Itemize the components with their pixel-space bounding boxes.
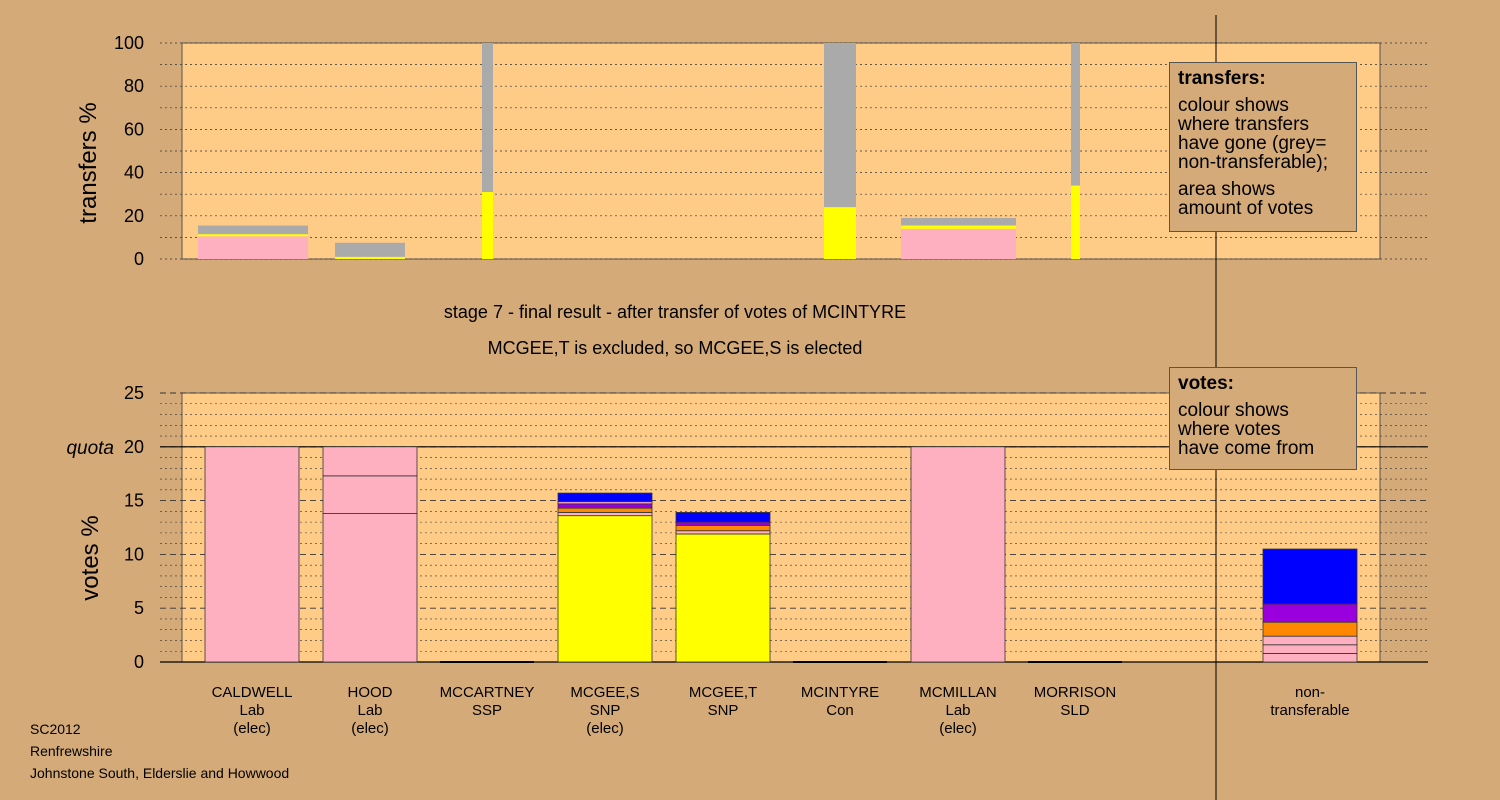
vote-bar-segment bbox=[675, 512, 771, 523]
vote-bar-segment bbox=[1262, 603, 1358, 623]
transfer-bar-segment bbox=[1071, 43, 1080, 186]
vote-bar-segment bbox=[322, 513, 418, 663]
footer-election: SC2012 bbox=[30, 721, 81, 737]
transfer-bar-segment bbox=[198, 225, 308, 235]
candidate-party: SNP bbox=[708, 702, 739, 719]
transfers-y-label: transfers % bbox=[75, 102, 102, 223]
transfer-bar-segment bbox=[198, 234, 308, 237]
vote-bar-segment bbox=[322, 446, 418, 477]
votes-y-tick: 20 bbox=[124, 437, 144, 457]
candidate-name: MCCARTNEY bbox=[440, 684, 535, 701]
candidate-party: SSP bbox=[472, 702, 502, 719]
transfer-bar-segment bbox=[482, 192, 493, 259]
vote-bar-segment bbox=[1262, 621, 1358, 637]
candidate-name: MCGEE,S bbox=[570, 684, 639, 701]
candidate-party: transferable bbox=[1270, 702, 1349, 719]
transfer-bar-segment bbox=[901, 228, 1016, 259]
votes-y-tick: 5 bbox=[134, 598, 144, 618]
vote-bar-segment bbox=[557, 515, 653, 663]
stage-title: stage 7 - final result - after transfer … bbox=[444, 302, 906, 322]
vote-bar-segment bbox=[557, 492, 653, 503]
vote-bar-segment bbox=[675, 530, 771, 535]
candidate-party: SNP bbox=[590, 702, 621, 719]
candidate-name: MCMILLAN bbox=[919, 684, 997, 701]
legend-transfers-text2: area shows amount of votes bbox=[1178, 179, 1314, 219]
transfers-y-tick: 20 bbox=[124, 206, 144, 226]
transfer-bar-segment bbox=[482, 43, 493, 193]
votes-y-tick: 10 bbox=[124, 544, 144, 564]
candidate-status: (elec) bbox=[586, 720, 624, 737]
vote-bar-segment bbox=[1262, 652, 1358, 663]
candidate-status: (elec) bbox=[351, 720, 389, 737]
candidate-name: MCINTYRE bbox=[801, 684, 879, 701]
transfer-bar-segment bbox=[335, 242, 405, 257]
vote-bar-segment bbox=[675, 524, 771, 532]
candidate-party: Con bbox=[826, 702, 854, 719]
transfers-y-tick: 0 bbox=[134, 249, 144, 269]
footer-council: Renfrewshire bbox=[30, 743, 113, 759]
transfer-bar-segment bbox=[824, 43, 856, 208]
transfer-bar-segment bbox=[1071, 185, 1080, 259]
legend-transfers-text1: colour shows where transfers have gone (… bbox=[1178, 95, 1328, 173]
candidate-name: MORRISON bbox=[1034, 684, 1117, 701]
candidate-name: HOOD bbox=[348, 684, 393, 701]
vote-bar-segment bbox=[322, 475, 418, 514]
quota-label: quota bbox=[66, 438, 114, 459]
stage-subtitle: MCGEE,T is excluded, so MCGEE,S is elect… bbox=[488, 338, 863, 358]
legend-votes: votes: colour shows where votes have com… bbox=[1169, 367, 1357, 470]
footer-ward: Johnstone South, Elderslie and Howwood bbox=[30, 765, 290, 781]
candidate-name: CALDWELL bbox=[212, 684, 293, 701]
candidate-name: MCGEE,T bbox=[689, 684, 757, 701]
vote-bar-segment bbox=[557, 503, 653, 509]
transfer-bar-segment bbox=[335, 256, 405, 259]
vote-bar-segment bbox=[557, 512, 653, 517]
transfer-bar-segment bbox=[198, 236, 308, 259]
votes-y-label: votes % bbox=[77, 515, 104, 600]
transfers-y-tick: 40 bbox=[124, 163, 144, 183]
vote-bar-segment bbox=[1262, 548, 1358, 605]
vote-bar-segment bbox=[1262, 635, 1358, 646]
legend-votes-text1: colour shows where votes have come from bbox=[1178, 400, 1315, 459]
candidate-status: (elec) bbox=[233, 720, 271, 737]
vote-bar-segment bbox=[557, 507, 653, 513]
candidate-party: Lab bbox=[239, 702, 264, 719]
candidate-party: Lab bbox=[945, 702, 970, 719]
votes-y-tick: 0 bbox=[134, 652, 144, 672]
candidate-party: SLD bbox=[1060, 702, 1089, 719]
transfers-y-tick: 100 bbox=[114, 33, 144, 53]
vote-bar-segment bbox=[204, 446, 300, 663]
vote-bar-segment bbox=[675, 533, 771, 663]
legend-transfers-title: transfers: bbox=[1178, 68, 1266, 89]
vote-bar-segment bbox=[1262, 644, 1358, 654]
transfer-bar-segment bbox=[824, 207, 856, 259]
candidate-party: Lab bbox=[357, 702, 382, 719]
votes-y-tick: 15 bbox=[124, 491, 144, 511]
transfers-y-tick: 60 bbox=[124, 119, 144, 139]
votes-y-tick: 25 bbox=[124, 383, 144, 403]
vote-bar-segment bbox=[910, 446, 1006, 663]
transfers-y-tick: 80 bbox=[124, 76, 144, 96]
legend-transfers: transfers: colour shows where transfers … bbox=[1169, 62, 1357, 232]
transfer-bar-segment bbox=[901, 217, 1016, 226]
candidate-name: non- bbox=[1295, 684, 1325, 701]
transfer-bar-segment bbox=[901, 225, 1016, 229]
vote-bar-segment bbox=[675, 521, 771, 526]
candidate-status: (elec) bbox=[939, 720, 977, 737]
legend-votes-title: votes: bbox=[1178, 373, 1234, 394]
